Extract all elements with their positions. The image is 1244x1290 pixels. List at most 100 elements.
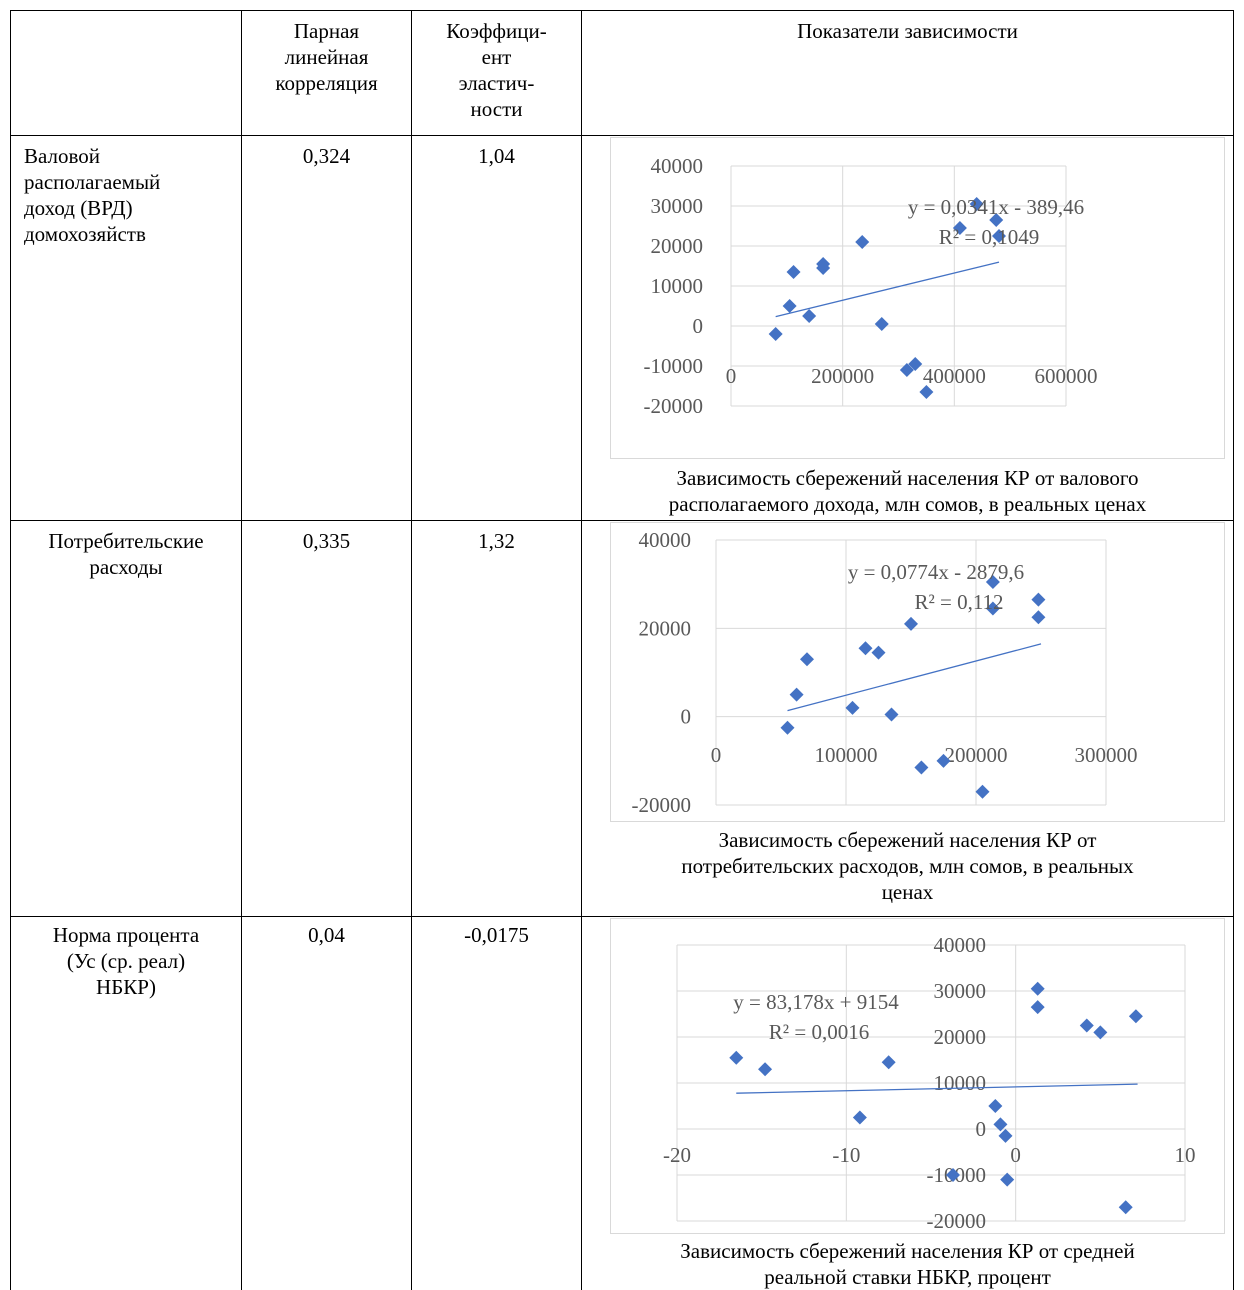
row3-caption-line: реальной ставки НБКР, процент bbox=[764, 1265, 1051, 1289]
data-point bbox=[1118, 1200, 1133, 1215]
data-point bbox=[988, 1099, 1003, 1113]
y-tick-label: 20000 bbox=[639, 616, 692, 640]
y-tick-label: 30000 bbox=[934, 979, 987, 1003]
header-dependency-text: Показатели зависимости bbox=[797, 19, 1018, 43]
y-tick-label: 40000 bbox=[639, 528, 692, 552]
x-tick-label: 10 bbox=[1175, 1143, 1196, 1167]
chart-3: 400003000020000100000-10000-20000-20-100… bbox=[610, 918, 1225, 1234]
x-tick-label: 200000 bbox=[945, 743, 1008, 767]
x-tick-label: -10 bbox=[832, 1143, 860, 1167]
y-tick-label: 20000 bbox=[651, 234, 704, 258]
r-squared: R² = 0,112 bbox=[914, 590, 1003, 614]
row1-correlation: 0,324 bbox=[302, 144, 351, 168]
x-tick-label: 200000 bbox=[811, 364, 874, 388]
x-tick-label: 600000 bbox=[1035, 364, 1098, 388]
row2-name: Потребительские расходы bbox=[14, 528, 238, 580]
y-tick-label: -20000 bbox=[927, 1209, 987, 1233]
y-tick-label: 40000 bbox=[651, 154, 704, 178]
y-tick-label: 0 bbox=[976, 1117, 987, 1141]
data-point bbox=[919, 385, 934, 399]
x-tick-label: 400000 bbox=[923, 364, 986, 388]
row3-correlation: 0,04 bbox=[308, 923, 345, 947]
header-elasticity-line: ности bbox=[470, 97, 523, 121]
row3-elasticity: -0,0175 bbox=[464, 923, 529, 947]
data-point bbox=[904, 616, 918, 631]
data-point bbox=[1031, 592, 1046, 607]
x-tick-label: 300000 bbox=[1075, 743, 1138, 767]
row3-caption-line: Зависимость сбережений населения КР от с… bbox=[680, 1239, 1135, 1263]
row2-name-line: Потребительские bbox=[48, 529, 204, 553]
header-correlation-line: линейная bbox=[284, 45, 369, 69]
y-tick-label: 10000 bbox=[934, 1071, 987, 1095]
header-correlation: Парная линейная корреляция bbox=[242, 18, 411, 96]
row2-caption-line: потребительских расходов, млн сомов, в р… bbox=[681, 854, 1134, 878]
data-point bbox=[1079, 1018, 1094, 1033]
trend-equation: y = 83,178x + 9154 bbox=[733, 990, 899, 1014]
data-point bbox=[936, 753, 951, 768]
data-point bbox=[952, 221, 967, 235]
y-tick-label: -20000 bbox=[632, 793, 692, 817]
data-point bbox=[789, 687, 804, 702]
data-point bbox=[816, 261, 831, 275]
data-point bbox=[780, 720, 795, 735]
row3-name-line: НБКР) bbox=[96, 975, 156, 999]
header-correlation-line: корреляция bbox=[275, 71, 378, 95]
data-point bbox=[845, 700, 860, 715]
data-point bbox=[1031, 610, 1046, 625]
row2-caption-line: ценах bbox=[881, 880, 934, 904]
y-tick-label: 10000 bbox=[651, 274, 704, 298]
x-tick-label: 0 bbox=[711, 743, 722, 767]
y-tick-label: -10000 bbox=[644, 354, 704, 378]
table-border-left bbox=[10, 10, 11, 1290]
data-point bbox=[1030, 1000, 1045, 1015]
header-elasticity-line: эластич- bbox=[458, 71, 535, 95]
x-tick-label: 100000 bbox=[815, 743, 878, 767]
header-elasticity-line: Коэффици- bbox=[446, 19, 547, 43]
data-point bbox=[975, 784, 990, 799]
chart-3-plot: 400003000020000100000-10000-20000-20-100… bbox=[663, 933, 1196, 1233]
row1-name: Валовой располагаемый доход (ВРД) домохо… bbox=[24, 143, 239, 247]
trend-line bbox=[775, 261, 1000, 318]
data-point bbox=[881, 1055, 896, 1070]
data-point bbox=[985, 574, 1000, 589]
trend-equation: y = 0,0341x - 389,46 bbox=[908, 195, 1084, 219]
row2-name-line: расходы bbox=[89, 555, 163, 579]
row1-divider bbox=[10, 520, 1234, 521]
x-tick-label: 0 bbox=[1010, 1143, 1021, 1167]
data-point bbox=[855, 235, 870, 249]
r-squared: R² = 0,1049 bbox=[939, 225, 1039, 249]
row3-name-line: (Ус (ср. реал) bbox=[66, 949, 186, 973]
data-point bbox=[998, 1128, 1013, 1143]
data-point bbox=[852, 1110, 867, 1125]
header-elasticity-line: ент bbox=[481, 45, 512, 69]
row1-name-line: Валовой bbox=[24, 144, 101, 168]
header-elasticity: Коэффици- ент эластич- ности bbox=[412, 18, 581, 122]
row2-caption: Зависимость сбережений населения КР от п… bbox=[586, 827, 1229, 905]
data-point bbox=[1128, 1009, 1143, 1024]
data-point bbox=[946, 1168, 961, 1182]
col-divider-1 bbox=[241, 10, 242, 1290]
row1-name-line: доход (ВРД) bbox=[24, 196, 133, 220]
trend-line bbox=[787, 643, 1042, 712]
col-divider-2 bbox=[411, 10, 412, 1290]
header-correlation-line: Парная bbox=[293, 19, 360, 43]
trend-equation: y = 0,0774x - 2879,6 bbox=[848, 560, 1024, 584]
row2-correlation: 0,335 bbox=[302, 529, 351, 553]
table-border-top bbox=[10, 10, 1234, 11]
data-point bbox=[992, 229, 1006, 243]
row1-caption-line: располагаемого дохода, млн сомов, в реал… bbox=[668, 492, 1147, 516]
data-point bbox=[1000, 1172, 1015, 1187]
chart-1-plot: 40000 30000 20000 10000 0 -10000 -20000 0 200000… bbox=[644, 154, 1098, 418]
data-point bbox=[914, 760, 929, 775]
data-point bbox=[908, 357, 923, 371]
data-point bbox=[1030, 981, 1045, 996]
row3-name-line: Норма процента bbox=[52, 923, 200, 947]
row1-elasticity: 1,04 bbox=[478, 144, 515, 168]
data-point bbox=[786, 265, 801, 279]
y-tick-label: 40000 bbox=[934, 933, 987, 957]
trend-line bbox=[736, 1083, 1138, 1094]
data-point bbox=[858, 641, 873, 656]
chart-1: 40000 30000 20000 10000 0 -10000 -20000 0 200000… bbox=[610, 137, 1225, 459]
data-point bbox=[871, 645, 886, 660]
